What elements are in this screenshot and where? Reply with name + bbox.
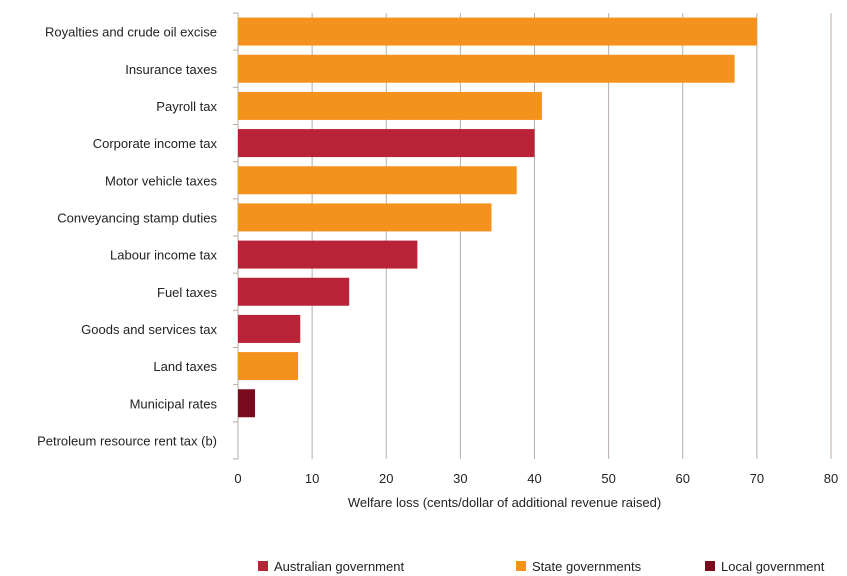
category-label: Labour income tax <box>110 248 217 263</box>
category-labels: Royalties and crude oil excise Insurance … <box>37 25 217 449</box>
bar-municipal-rates <box>238 389 256 418</box>
x-tick-label: 30 <box>453 471 467 486</box>
x-tick-label: 10 <box>305 471 319 486</box>
bar-payroll-tax <box>238 91 542 120</box>
legend-label: Australian government <box>274 559 404 574</box>
x-tick-label: 80 <box>824 471 838 486</box>
category-label: Goods and services tax <box>81 322 217 337</box>
x-tick-label: 0 <box>234 471 241 486</box>
bar-labour-income-tax <box>238 240 418 269</box>
category-label: Payroll tax <box>156 99 217 114</box>
category-label: Municipal rates <box>130 396 218 411</box>
category-label: Conveyancing stamp duties <box>57 210 217 225</box>
legend-swatch-australian-government <box>258 561 268 571</box>
grid-lines <box>233 12 832 460</box>
bar-conveyancing-stamp-duties <box>238 203 492 232</box>
bar-corporate-income-tax <box>238 129 535 158</box>
bar-fuel-taxes <box>238 277 350 306</box>
legend-swatch-state-governments <box>516 561 526 571</box>
bar-motor-vehicle-taxes <box>238 166 517 195</box>
bar-insurance-taxes <box>238 54 735 83</box>
category-label: Petroleum resource rent tax (b) <box>37 433 217 448</box>
legend-swatch-local-government <box>705 561 715 571</box>
legend: Australian government State governments Lo… <box>258 559 825 574</box>
bar-royalties-and-crude-oil-excise <box>238 17 757 46</box>
x-tick-label: 60 <box>676 471 690 486</box>
category-label: Royalties and crude oil excise <box>45 25 217 40</box>
x-tick-labels: 0 10 20 30 40 50 60 70 80 <box>234 471 838 486</box>
legend-label: State governments <box>532 559 642 574</box>
bars <box>238 17 757 418</box>
category-label: Fuel taxes <box>157 285 217 300</box>
bar-land-taxes <box>238 352 299 381</box>
category-label: Motor vehicle taxes <box>105 173 217 188</box>
x-axis-title: Welfare loss (cents/dollar of additional… <box>348 495 661 510</box>
bar-goods-and-services-tax <box>238 314 301 343</box>
category-label: Corporate income tax <box>93 136 218 151</box>
category-label: Land taxes <box>153 359 217 374</box>
x-tick-label: 20 <box>379 471 393 486</box>
category-label: Insurance taxes <box>125 62 217 77</box>
x-tick-label: 40 <box>527 471 541 486</box>
x-tick-label: 70 <box>750 471 764 486</box>
legend-label: Local government <box>721 559 825 574</box>
x-tick-label: 50 <box>601 471 615 486</box>
